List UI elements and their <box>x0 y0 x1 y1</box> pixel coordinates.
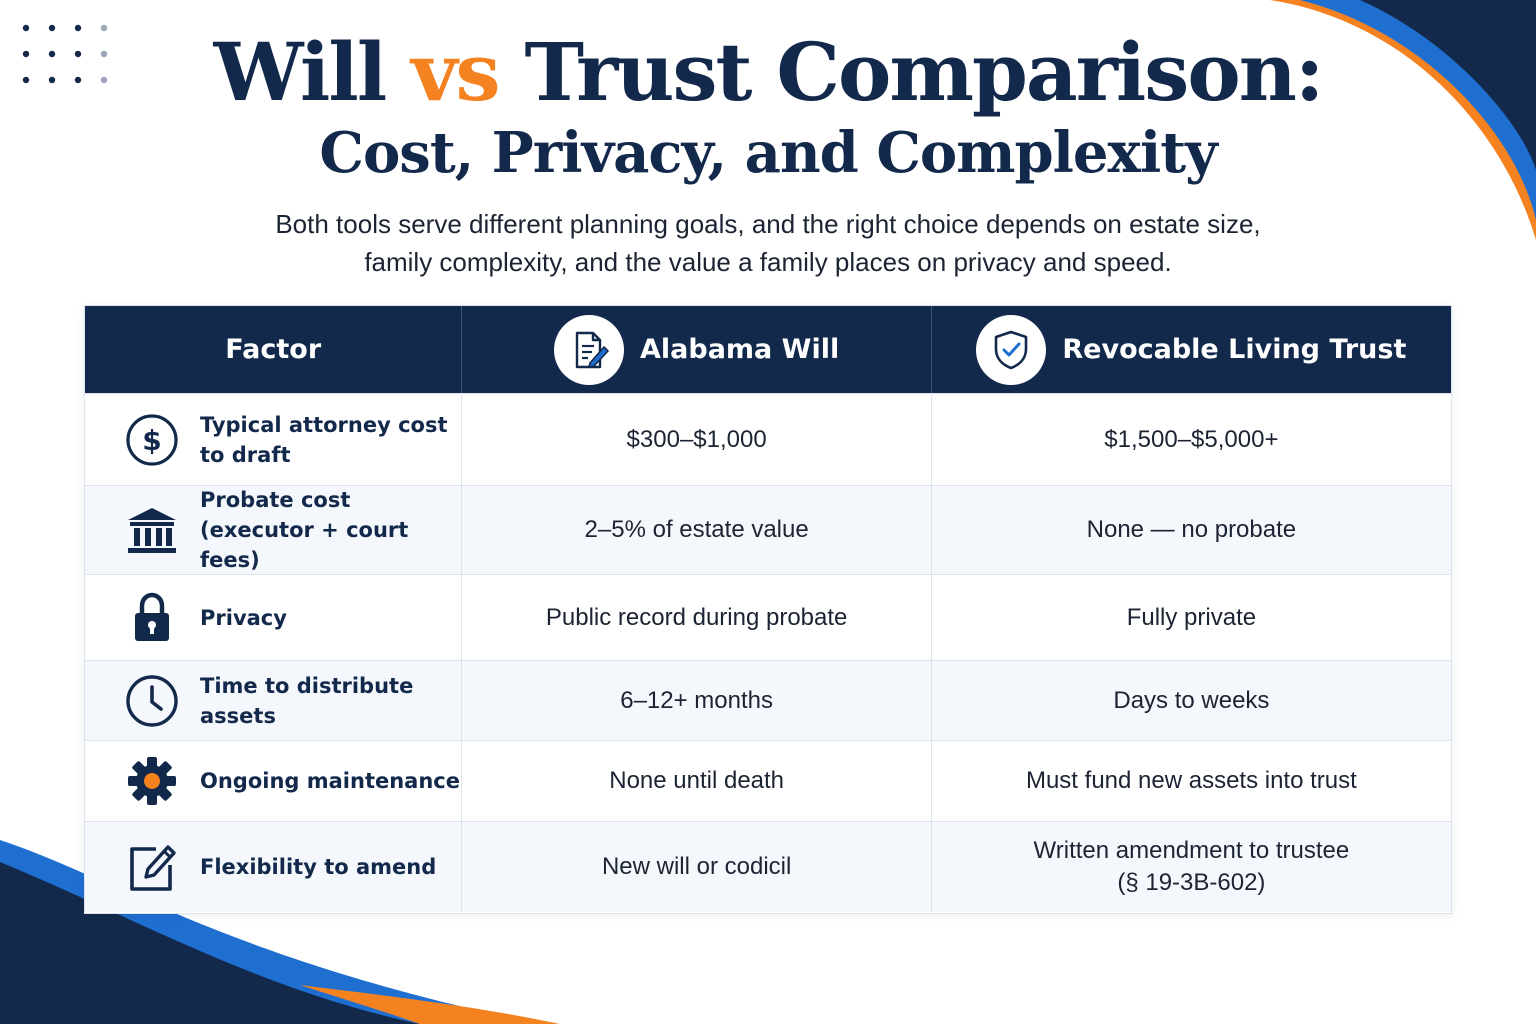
header-will: Alabama Will <box>462 306 932 393</box>
trust-cell: $1,500–$5,000+ <box>1104 425 1279 453</box>
header-trust-label: Revocable Living Trust <box>1062 334 1407 365</box>
factor-label: Flexibility to amend <box>200 855 437 879</box>
trust-cell: Days to weeks <box>1113 686 1270 714</box>
svg-text:$: $ <box>142 424 161 457</box>
intro-line-1: Both tools serve different planning goal… <box>275 209 1261 239</box>
document-pen-icon <box>554 314 624 385</box>
factor-cell: Privacy <box>85 575 463 660</box>
title-vs: vs <box>411 25 501 119</box>
factor-cell: Time to distribute assets <box>85 661 463 740</box>
edit-pencil-icon <box>123 838 181 896</box>
table-header: Factor Alabama Will <box>85 306 1451 393</box>
factor-label: Ongoing maintenance <box>200 769 460 793</box>
table-row: Privacy Public record during probate Ful… <box>85 574 1451 660</box>
clock-icon <box>123 672 181 730</box>
table-row: Flexibility to amend New will or codicil… <box>85 821 1451 912</box>
factor-cell: Flexibility to amend <box>85 822 463 912</box>
factor-label: Privacy <box>200 605 287 630</box>
header-will-label: Alabama Will <box>640 334 840 365</box>
trust-cell: Fully private <box>1126 603 1257 631</box>
padlock-icon <box>123 589 181 647</box>
factor-cell: Probate cost (executor + court fees) <box>85 486 463 574</box>
trust-cell-line-1: Written amendment to trustee <box>1033 837 1350 864</box>
header-trust: Revocable Living Trust <box>932 306 1451 393</box>
factor-cell: Ongoing maintenance <box>85 741 463 821</box>
courthouse-icon <box>123 501 181 559</box>
header-factor-label: Factor <box>225 334 322 365</box>
will-cell: 6–12+ months <box>462 661 932 740</box>
title-part-2: Trust Comparison: <box>498 25 1324 119</box>
comparison-table: Factor Alabama Will <box>84 305 1452 914</box>
will-cell: $300–$1,000 <box>462 394 932 485</box>
will-cell: New will or codicil <box>462 822 932 912</box>
table-row: Probate cost (executor + court fees) 2–5… <box>85 485 1451 574</box>
decorative-dots <box>22 24 108 84</box>
gear-icon <box>123 752 181 810</box>
table-row: Time to distribute assets 6–12+ months D… <box>85 660 1451 740</box>
table-row: $ Typical attorney cost to draft $300–$1… <box>85 393 1451 485</box>
table-row: Ongoing maintenance None until death Mus… <box>85 740 1451 821</box>
factor-label: Time to distribute assets <box>200 673 414 728</box>
will-cell: 2–5% of estate value <box>462 486 932 574</box>
trust-cell: Written amendment to trustee (§ 19-3B-60… <box>932 822 1451 912</box>
trust-cell-line-2: (§ 19-3B-602) <box>1117 869 1266 896</box>
will-cell: Public record during probate <box>462 575 932 660</box>
shield-check-icon <box>976 314 1047 385</box>
intro-line-2: family complexity, and the value a famil… <box>364 247 1172 277</box>
factor-label: Probate cost (executor + court fees) <box>200 488 409 572</box>
will-cell: None until death <box>462 741 932 821</box>
title-part-1: Will <box>213 25 412 119</box>
header-factor: Factor <box>85 306 463 393</box>
page-subtitle: Cost, Privacy, and Complexity <box>319 120 1217 186</box>
page-title: Will vs Trust Comparison: <box>0 22 1536 122</box>
trust-cell: None — no probate <box>1086 516 1297 543</box>
intro-text: Both tools serve different planning goal… <box>200 205 1336 281</box>
factor-cell: $ Typical attorney cost to draft <box>85 394 463 485</box>
factor-label: Typical attorney cost to draft <box>200 412 448 467</box>
trust-cell: Must fund new assets into trust <box>1025 767 1357 794</box>
dollar-circle-icon: $ <box>123 411 181 469</box>
